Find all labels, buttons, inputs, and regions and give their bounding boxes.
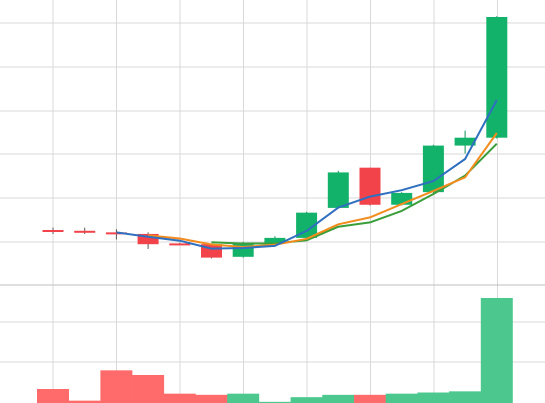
volume-bar (480, 298, 513, 403)
candle-body (422, 145, 444, 193)
volume-bar (227, 393, 260, 403)
ma-slow-line (211, 142, 498, 245)
volume-layer (37, 298, 513, 403)
volume-bar (290, 397, 323, 403)
candle-body (232, 242, 254, 257)
candle-body (42, 230, 64, 232)
candle-body (137, 233, 159, 245)
volume-bar (385, 393, 418, 403)
candle-body (169, 243, 191, 246)
candle-body (296, 212, 318, 238)
candle-body (327, 172, 349, 208)
volume-bar (37, 389, 69, 403)
volume-bar (163, 393, 196, 403)
candle-body (454, 137, 476, 146)
volume-bar (258, 401, 291, 403)
volume-bar (132, 375, 165, 403)
volume-bar (354, 394, 386, 403)
candle-layer (42, 16, 508, 259)
candle-body (264, 237, 286, 243)
volume-bar (195, 394, 228, 403)
volume-bar (68, 400, 101, 403)
candle-body (486, 17, 508, 138)
volume-bar (449, 391, 482, 403)
volume-bar (417, 392, 450, 403)
candle-body (74, 230, 96, 233)
ma-fast-line (116, 99, 498, 250)
volume-bar (100, 370, 133, 403)
moving-average-layer (116, 99, 498, 250)
ma-mid-line (148, 132, 498, 248)
candle-body (391, 192, 413, 205)
volume-bar (322, 394, 355, 403)
